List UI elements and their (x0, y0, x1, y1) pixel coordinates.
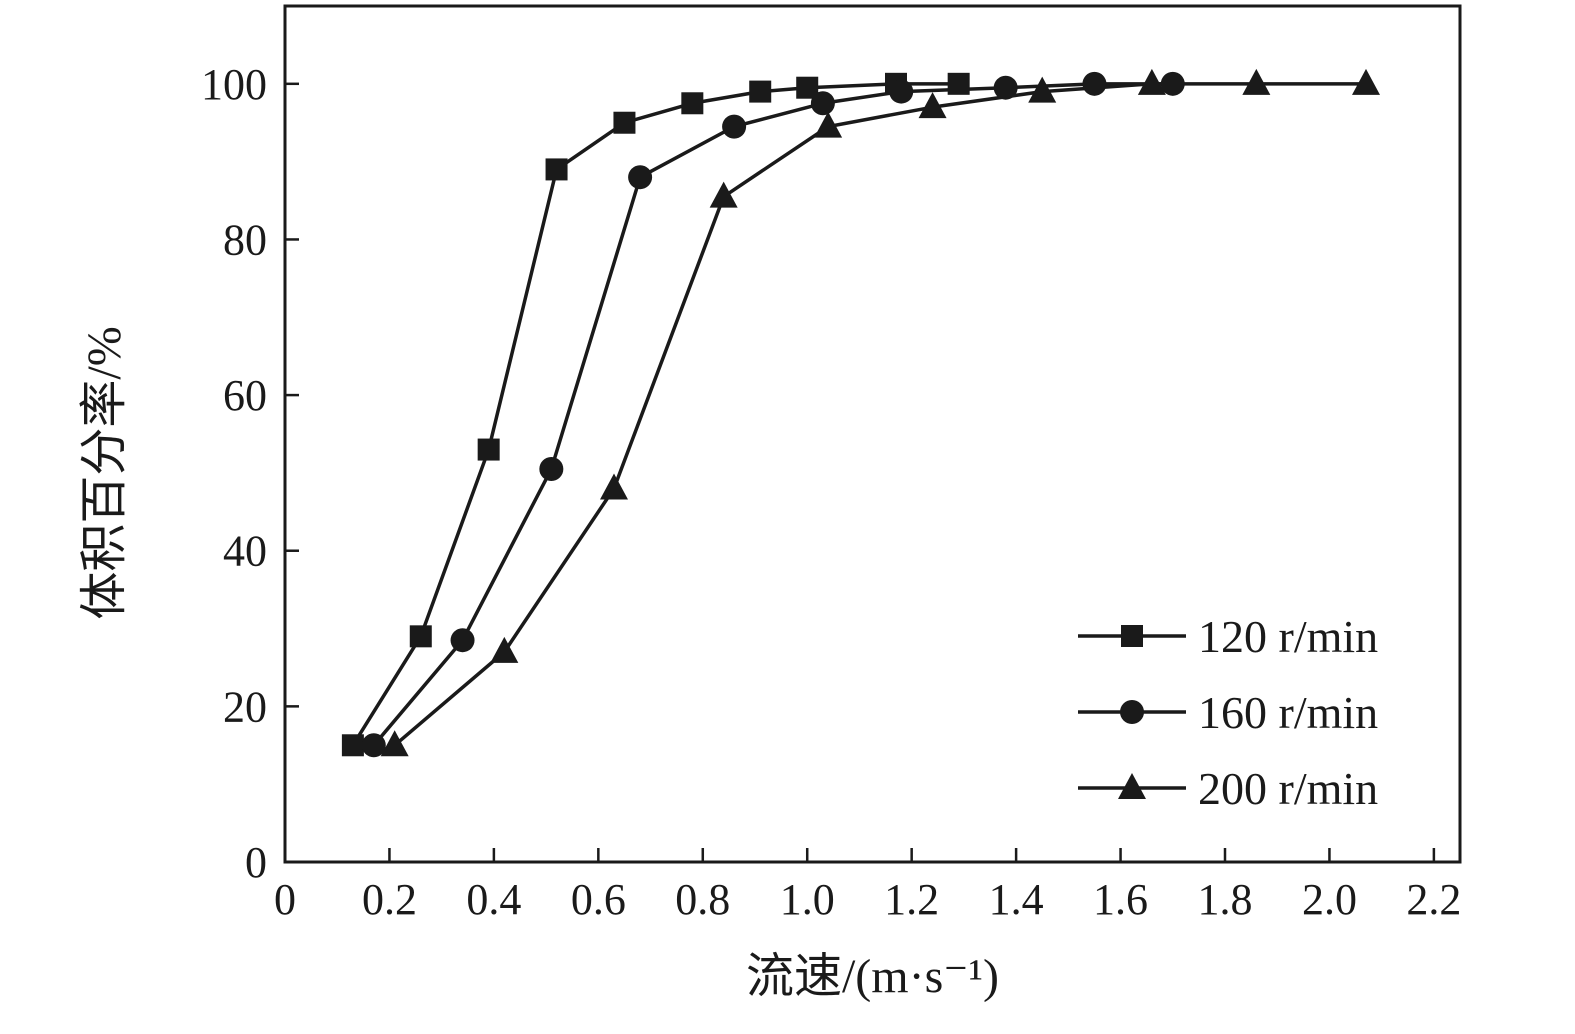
marker-circle (361, 733, 386, 758)
x-tick-label: 1.8 (1198, 875, 1253, 924)
y-tick-label: 100 (201, 60, 267, 109)
marker-circle (889, 79, 914, 104)
marker-circle (450, 628, 475, 653)
marker-triangle (814, 111, 843, 138)
y-tick-label: 80 (223, 215, 267, 264)
x-tick-label: 2.0 (1302, 875, 1357, 924)
marker-circle (1082, 71, 1107, 96)
marker-triangle (918, 92, 947, 119)
marker-square (796, 76, 819, 99)
y-axis-label: 体积百分率/% (78, 326, 131, 619)
x-tick-label: 1.6 (1093, 875, 1148, 924)
legend-label: 120 r/min (1198, 611, 1378, 662)
legend-label: 160 r/min (1198, 687, 1378, 738)
marker-square (477, 438, 500, 461)
x-tick-label: 1.2 (884, 875, 939, 924)
marker-triangle (1137, 68, 1166, 95)
marker-square (341, 734, 364, 757)
marker-square (947, 72, 970, 95)
marker-triangle (490, 636, 519, 663)
series-line-160 (372, 82, 1173, 747)
y-tick-label: 20 (223, 682, 267, 731)
marker-circle (810, 91, 835, 116)
marker-square (545, 158, 568, 181)
marker-circle (722, 114, 747, 139)
marker-triangle (1352, 68, 1380, 95)
x-tick-label: 0.2 (362, 875, 417, 924)
legend-label: 200 r/min (1198, 763, 1378, 814)
legend-marker-square (1121, 625, 1143, 647)
y-tick-label: 40 (223, 527, 267, 576)
x-tick-label: 0.4 (466, 875, 521, 924)
x-axis-label: 流速/(m·s⁻¹) (746, 950, 999, 1003)
series-line-200 (393, 82, 1366, 747)
marker-square (681, 92, 704, 115)
y-tick-label: 0 (245, 838, 267, 887)
x-tick-label: 0.6 (571, 875, 626, 924)
marker-triangle (1242, 68, 1271, 95)
x-tick-label: 1.0 (780, 875, 835, 924)
marker-square (613, 111, 636, 134)
marker-triangle (600, 473, 628, 500)
marker-circle (993, 75, 1018, 100)
marker-circle (628, 165, 653, 190)
x-tick-label: 1.4 (989, 875, 1044, 924)
marker-triangle (1028, 76, 1057, 103)
legend-marker-triangle (1118, 773, 1146, 799)
x-tick-label: 0.8 (675, 875, 730, 924)
marker-circle (539, 457, 564, 482)
marker-square (409, 625, 432, 648)
marker-square (749, 80, 772, 103)
x-tick-label: 0 (274, 875, 296, 924)
x-tick-label: 2.2 (1406, 875, 1461, 924)
y-tick-label: 60 (223, 371, 267, 420)
series-line-120 (351, 82, 959, 747)
marker-triangle (380, 730, 409, 757)
plot-border (283, 4, 1462, 864)
marker-triangle (709, 181, 738, 208)
legend-marker-circle (1120, 700, 1144, 724)
